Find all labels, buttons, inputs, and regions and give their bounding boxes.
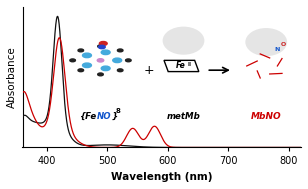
Circle shape bbox=[70, 59, 75, 62]
Circle shape bbox=[126, 59, 131, 62]
Circle shape bbox=[97, 59, 104, 62]
Text: Fe: Fe bbox=[176, 61, 186, 70]
Text: NO: NO bbox=[96, 112, 111, 121]
Ellipse shape bbox=[245, 28, 287, 56]
Circle shape bbox=[99, 45, 105, 49]
X-axis label: Wavelength (nm): Wavelength (nm) bbox=[111, 172, 213, 182]
Circle shape bbox=[78, 49, 83, 52]
Text: 8: 8 bbox=[115, 108, 120, 114]
Circle shape bbox=[83, 63, 91, 67]
Circle shape bbox=[101, 66, 110, 71]
Y-axis label: Absorbance: Absorbance bbox=[7, 46, 17, 108]
Text: }: } bbox=[111, 112, 118, 121]
Circle shape bbox=[98, 45, 103, 48]
Text: metMb: metMb bbox=[167, 112, 201, 121]
Circle shape bbox=[98, 73, 103, 76]
Text: N: N bbox=[275, 47, 280, 52]
Text: O: O bbox=[280, 42, 286, 47]
Text: MbNO: MbNO bbox=[251, 112, 282, 121]
Circle shape bbox=[83, 53, 91, 58]
Text: II: II bbox=[188, 62, 192, 67]
Circle shape bbox=[78, 69, 83, 72]
Circle shape bbox=[113, 58, 122, 63]
Circle shape bbox=[117, 69, 123, 72]
Circle shape bbox=[101, 50, 110, 55]
Circle shape bbox=[117, 49, 123, 52]
Circle shape bbox=[99, 42, 107, 45]
Text: {Fe: {Fe bbox=[79, 112, 96, 121]
Ellipse shape bbox=[163, 27, 205, 55]
Text: +: + bbox=[144, 64, 155, 77]
